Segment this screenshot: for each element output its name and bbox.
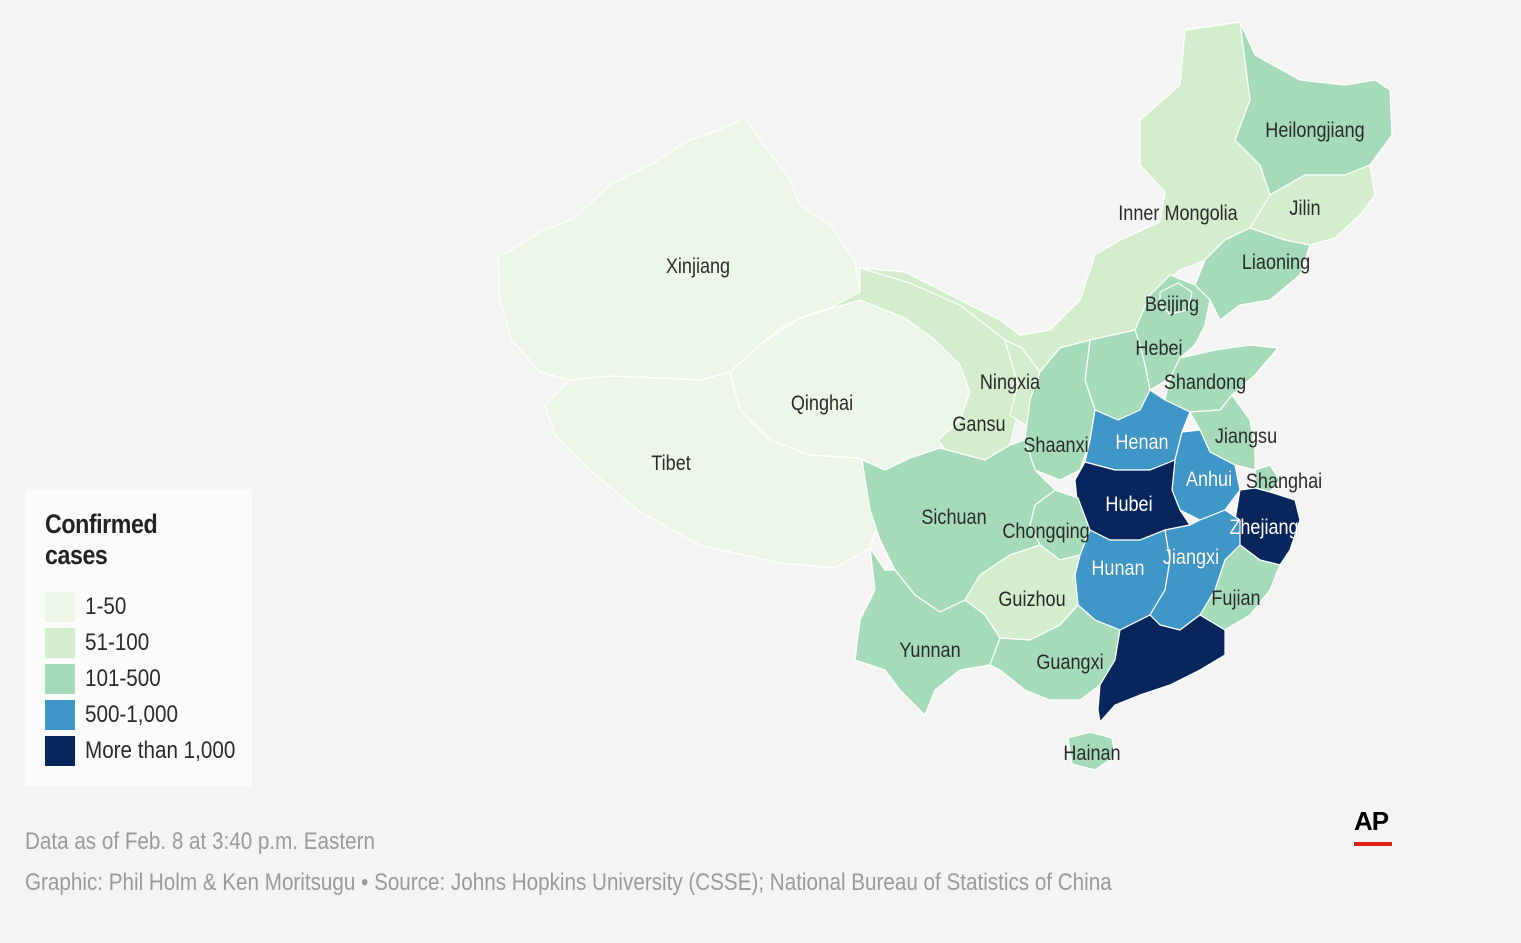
province-guangdong[interactable] <box>1097 614 1226 723</box>
label-shaanxi: Shaanxi <box>1023 434 1088 458</box>
legend-item-51-100: 51-100 <box>45 625 252 661</box>
legend-label: 1-50 <box>85 593 127 620</box>
label-shanghai: Shanghai <box>1246 470 1322 494</box>
legend-swatch <box>45 736 75 766</box>
label-qinghai: Qinghai <box>791 392 853 416</box>
label-hebei: Hebei <box>1135 337 1182 361</box>
legend-label: More than 1,000 <box>85 737 236 764</box>
label-tibet: Tibet <box>651 452 691 476</box>
label-ningxia: Ningxia <box>980 371 1040 395</box>
legend-item-more-than-1000: More than 1,000 <box>45 733 252 769</box>
data-date-note: Data as of Feb. 8 at 3:40 p.m. Eastern <box>25 828 375 855</box>
label-jilin: Jilin <box>1289 197 1320 221</box>
label-fujian: Fujian <box>1211 587 1260 611</box>
label-chongqing: Chongqing <box>1002 520 1089 544</box>
label-henan: Henan <box>1115 431 1168 455</box>
province-shaanxi[interactable] <box>1024 339 1096 481</box>
province-fujian[interactable] <box>1199 544 1281 631</box>
label-hunan: Hunan <box>1091 557 1144 581</box>
label-heilongjiang: Heilongjiang <box>1265 119 1364 143</box>
label-zhejiang: Zhejiang <box>1229 516 1298 540</box>
label-anhui: Anhui <box>1186 468 1232 492</box>
label-hubei: Hubei <box>1105 493 1152 517</box>
label-xinjiang: Xinjiang <box>666 255 730 279</box>
legend: Confirmed cases 1-50 51-100 101-500 500-… <box>25 489 252 786</box>
legend-label: 101-500 <box>85 665 161 692</box>
label-jiangsu: Jiangsu <box>1215 425 1277 449</box>
provinces-layer <box>497 21 1393 771</box>
label-jiangxi: Jiangxi <box>1163 546 1219 570</box>
label-sichuan: Sichuan <box>921 506 986 530</box>
province-hainan[interactable] <box>1067 731 1116 771</box>
legend-item-500-1000: 500-1,000 <box>45 697 252 733</box>
province-labels: Xinjiang Tibet Qinghai Gansu Ningxia Inn… <box>651 119 1364 766</box>
label-inner-mongolia: Inner Mongolia <box>1118 202 1238 226</box>
label-liaoning: Liaoning <box>1242 251 1310 275</box>
legend-swatch <box>45 628 75 658</box>
label-gansu: Gansu <box>952 413 1005 437</box>
province-shanghai[interactable] <box>1254 464 1281 493</box>
label-beijing: Beijing <box>1145 293 1199 317</box>
ap-logo-bar <box>1354 842 1392 846</box>
legend-title: Confirmed cases <box>45 509 158 570</box>
province-beijing[interactable] <box>1159 282 1193 315</box>
ap-logo-text: AP <box>1354 806 1389 836</box>
legend-item-101-500: 101-500 <box>45 661 252 697</box>
legend-swatch <box>45 592 75 622</box>
source-credit: Graphic: Phil Holm & Ken Moritsugu • Sou… <box>25 869 1112 896</box>
legend-swatch <box>45 664 75 694</box>
legend-label: 500-1,000 <box>85 701 178 728</box>
label-guangxi: Guangxi <box>1036 651 1103 675</box>
label-guizhou: Guizhou <box>998 588 1065 612</box>
ap-logo: AP <box>1354 804 1392 846</box>
label-yunnan: Yunnan <box>899 639 960 663</box>
province-yunnan[interactable] <box>854 547 1001 716</box>
legend-swatch <box>45 700 75 730</box>
label-shandong: Shandong <box>1164 371 1246 395</box>
legend-label: 51-100 <box>85 629 150 656</box>
label-hainan: Hainan <box>1063 742 1120 766</box>
legend-item-1-50: 1-50 <box>45 589 252 625</box>
